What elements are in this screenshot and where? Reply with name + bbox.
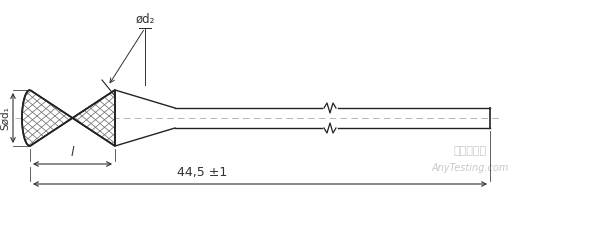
Text: Sød₁: Sød₁ [0,106,10,130]
Text: AnyTesting.com: AnyTesting.com [432,163,509,173]
Text: l: l [71,146,74,159]
Text: 嘉峪检测网: 嘉峪检测网 [454,146,486,156]
Text: 44,5 ±1: 44,5 ±1 [178,166,228,179]
PathPatch shape [22,90,115,146]
Text: ød₂: ød₂ [135,13,155,26]
